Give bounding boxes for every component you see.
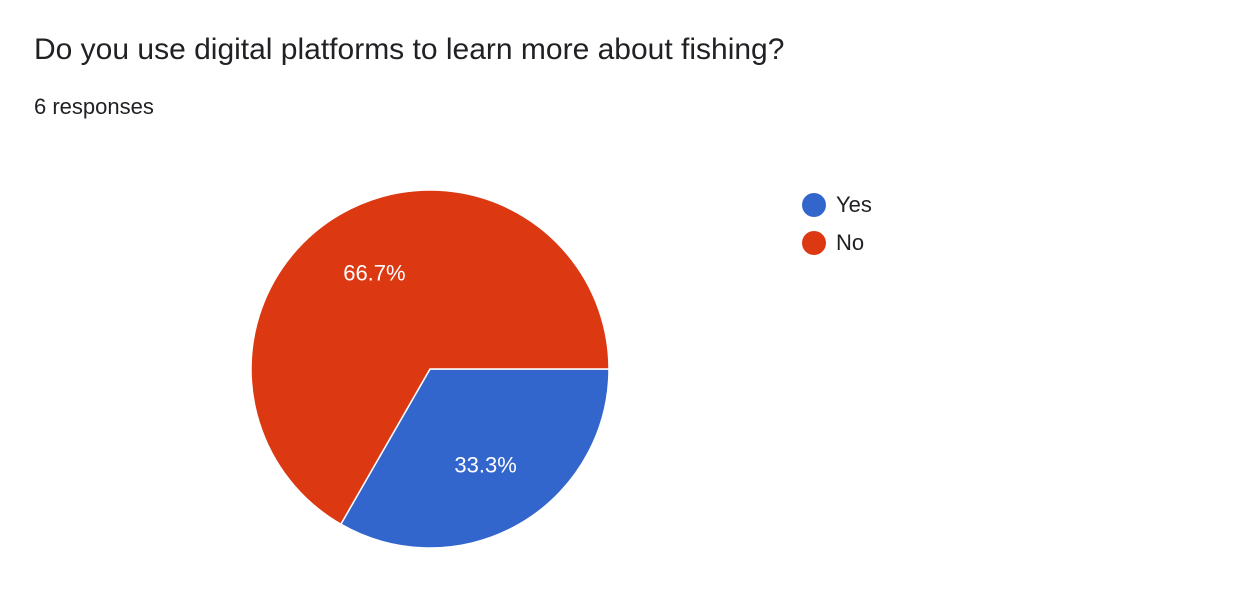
legend-swatch-no xyxy=(802,231,826,255)
pie-slice-no xyxy=(250,189,610,526)
legend-item-yes: Yes xyxy=(802,186,1002,224)
legend-swatch-yes xyxy=(802,193,826,217)
response-count: 6 responses xyxy=(34,94,154,119)
pie-slice-label-no: 66.7% xyxy=(343,260,405,285)
legend-label-yes: Yes xyxy=(836,192,872,217)
legend-item-no: No xyxy=(802,224,1002,262)
question-title: Do you use digital platforms to learn mo… xyxy=(34,33,785,66)
pie-slice-label-yes: 33.3% xyxy=(454,453,516,478)
legend-label-no: No xyxy=(836,230,865,255)
chart-legend: Yes No xyxy=(802,186,1002,262)
pie-slice-yes xyxy=(339,368,610,549)
